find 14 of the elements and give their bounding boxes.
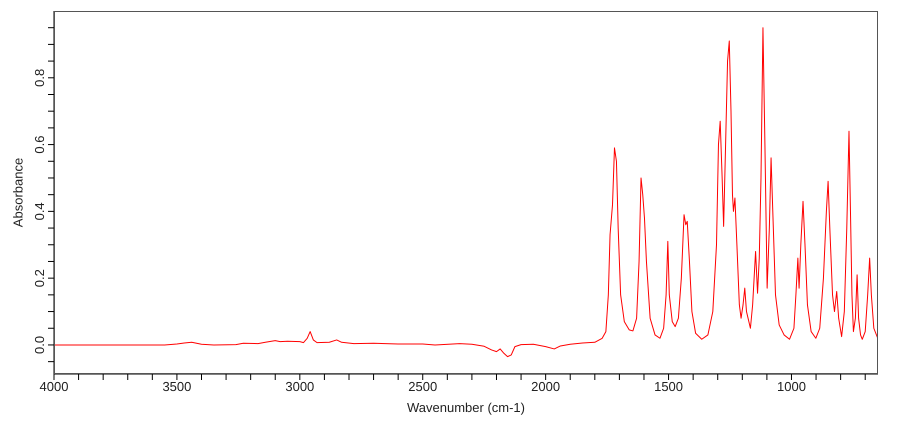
x-tick-label: 1000	[777, 379, 806, 394]
y-tick-label: 0.6	[32, 136, 47, 154]
x-axis-title: Wavenumber (cm-1)	[407, 400, 525, 415]
y-tick-label: 0.0	[32, 336, 47, 354]
x-tick-label: 4000	[40, 379, 68, 394]
x-tick-label: 1500	[654, 379, 684, 394]
x-tick-label: 2500	[408, 379, 438, 394]
y-axis-title: Absorbance	[10, 158, 26, 228]
y-tick-label: 0.4	[32, 202, 47, 220]
x-tick-label: 3000	[285, 379, 314, 394]
x-tick-label: 3500	[162, 379, 192, 394]
x-tick-label: 2000	[531, 379, 560, 394]
y-tick-label: 0.8	[32, 68, 47, 87]
y-tick-label: 0.2	[32, 269, 47, 288]
